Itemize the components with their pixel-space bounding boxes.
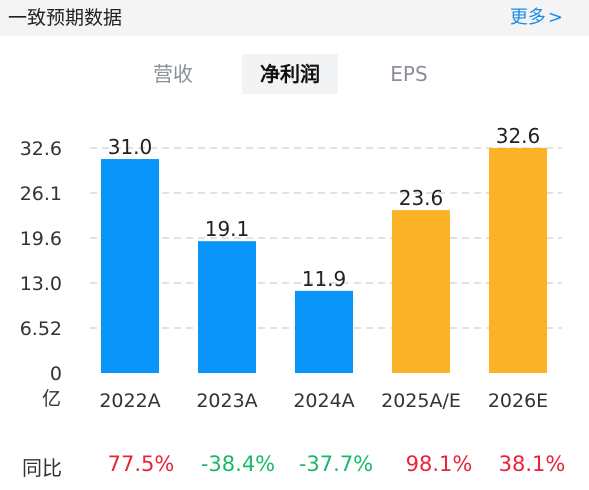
y-tick-label: 32.6 <box>20 138 62 160</box>
section-title: 一致预期数据 <box>8 7 123 29</box>
data-label: 11.9 <box>302 267 347 291</box>
tab-eps[interactable]: EPS <box>390 62 428 86</box>
y-tick-label: 13.0 <box>20 273 62 295</box>
data-label: 31.0 <box>108 135 153 159</box>
data-label: 19.1 <box>205 217 250 241</box>
bar <box>101 159 159 373</box>
bar <box>392 210 450 373</box>
y-tick-label: 0 <box>50 363 62 385</box>
tab-revenue[interactable]: 营收 <box>153 62 193 86</box>
x-tick-label: 2023A <box>196 390 257 412</box>
x-tick-label: 2026E <box>488 390 548 412</box>
tab-net-profit[interactable]: 净利润 <box>242 54 338 94</box>
metric-tabs: 营收 净利润 EPS <box>0 54 589 94</box>
y-tick-label: 19.6 <box>20 228 62 250</box>
yoy-value: 98.1% <box>405 452 473 476</box>
x-tick-label: 2025A/E <box>381 390 461 412</box>
yoy-label: 同比 <box>22 456 62 480</box>
bar <box>198 241 256 373</box>
yoy-value: -38.4% <box>200 452 276 476</box>
more-label: 更多 <box>509 7 546 28</box>
yoy-value: -37.7% <box>298 452 374 476</box>
y-tick-label: 6.52 <box>20 318 62 340</box>
more-link[interactable]: 更多 > <box>510 6 563 30</box>
x-tick-label: 2022A <box>99 390 160 412</box>
net-profit-bar-chart: 0 6.52 13.0 19.6 26.1 32.6 亿 31.0 2022A 19.1 2023A… <box>20 124 562 412</box>
section-header: 一致预期数据 更多 > <box>0 0 589 36</box>
unit-label: 亿 <box>42 388 61 410</box>
data-label: 23.6 <box>399 186 444 210</box>
bar <box>489 148 547 373</box>
x-tick-label: 2024A <box>293 390 354 412</box>
bar <box>295 290 353 373</box>
yoy-value: 77.5% <box>107 452 175 476</box>
yoy-value: 38.1% <box>498 452 566 476</box>
y-tick-label: 26.1 <box>20 183 62 205</box>
data-label: 32.6 <box>496 124 541 148</box>
yoy-row: 同比 77.5% -38.4% -37.7% 98.1% 38.1% <box>0 448 589 482</box>
chevron-right-icon: > <box>547 7 563 28</box>
